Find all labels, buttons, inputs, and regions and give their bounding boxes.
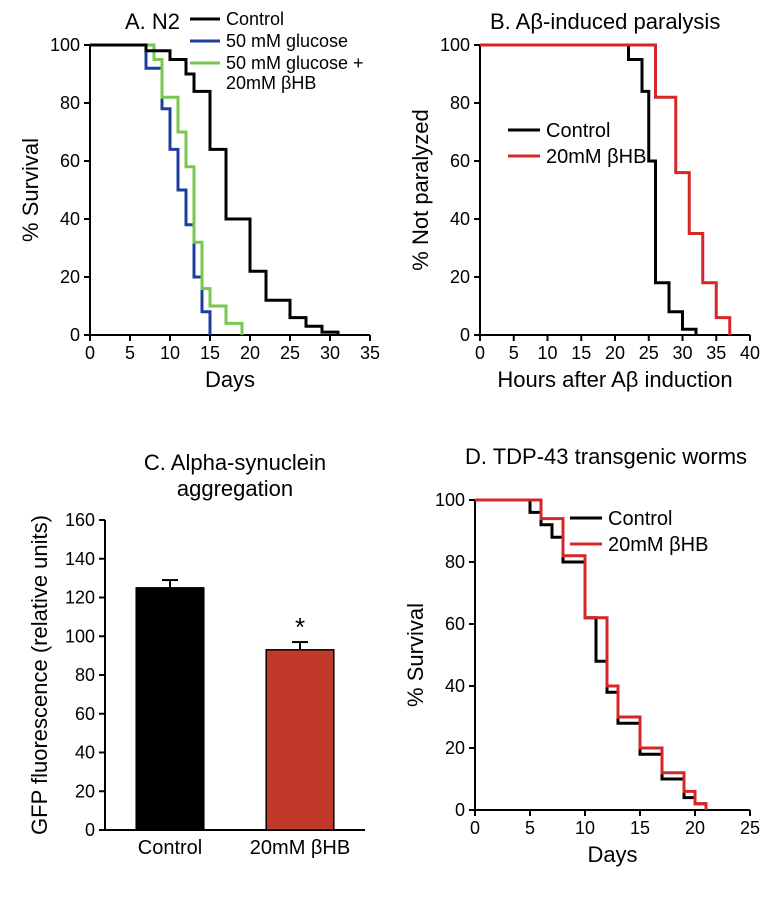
svg-text:160: 160 [65,510,95,530]
panel-a: A. N2 0 20 40 60 80 100 0 5 10 15 20 25 30 35 Days % Sur… [10,5,410,405]
panel-c: C. Alpha-synucleinaggregation 0 20 40 60 80 10… [10,440,400,890]
svg-text:20: 20 [605,343,625,363]
svg-text:0: 0 [475,343,485,363]
svg-text:20: 20 [240,343,260,363]
legend-glucose-bhb-2: 20mM βHB [226,73,316,93]
svg-text:100: 100 [50,35,80,55]
svg-text:40: 40 [450,209,470,229]
legend-item-0: Control [546,120,610,142]
svg-text:5: 5 [509,343,519,363]
svg-text:35: 35 [360,343,380,363]
legend-item-0: Control [608,508,672,530]
svg-text:Hours after Aβ induction: Hours after Aβ induction [497,367,732,392]
svg-text:30: 30 [672,343,692,363]
series-glucose_bhb [90,45,242,335]
svg-text:60: 60 [75,704,95,724]
svg-text:% Survival: % Survival [18,138,43,242]
svg-text:25: 25 [280,343,300,363]
svg-text:GFP fluorescence (relative uni: GFP fluorescence (relative units) [27,515,52,835]
svg-text:35: 35 [706,343,726,363]
series-control [480,45,696,335]
svg-text:0: 0 [85,343,95,363]
svg-text:5: 5 [125,343,135,363]
svg-text:10: 10 [160,343,180,363]
panel-d-title: D. TDP-43 transgenic worms [465,444,747,469]
svg-text:25: 25 [740,818,760,838]
svg-text:100: 100 [440,35,470,55]
panel-a-title: A. N2 [125,9,180,34]
svg-text:60: 60 [450,151,470,171]
svg-text:80: 80 [445,552,465,572]
panel-b: B. Aβ-induced paralysis 0 20 40 60 80 100 0 5 10 1… [410,5,770,405]
svg-text:100: 100 [435,490,465,510]
svg-text:Days: Days [587,842,637,867]
svg-text:40: 40 [75,743,95,763]
svg-text:25: 25 [639,343,659,363]
svg-text:140: 140 [65,549,95,569]
svg-text:% Not paralyzed: % Not paralyzed [410,109,433,270]
svg-text:80: 80 [75,665,95,685]
svg-text:0: 0 [460,325,470,345]
panel-c-title-2: aggregation [177,476,293,501]
svg-text:40: 40 [740,343,760,363]
svg-text:% Survival: % Survival [403,603,428,707]
legend-item-1: 20mM βHB [546,146,646,168]
bar-label-1: 20mM βHB [250,837,350,859]
svg-text:40: 40 [60,209,80,229]
svg-text:0: 0 [455,800,465,820]
svg-text:30: 30 [320,343,340,363]
svg-text:5: 5 [525,818,535,838]
svg-text:60: 60 [445,614,465,634]
bar-0 [136,588,204,830]
svg-text:20: 20 [75,781,95,801]
svg-text:20: 20 [685,818,705,838]
svg-text:60: 60 [60,151,80,171]
panel-b-title: B. Aβ-induced paralysis [490,9,720,34]
legend-control: Control [226,9,284,29]
panel-c-title-1: C. Alpha-synuclein [144,450,326,475]
svg-text:20: 20 [445,738,465,758]
panel-d: D. TDP-43 transgenic worms 0 20 40 60 80 100 0 5… [400,440,770,890]
legend-glucose-bhb-1: 50 mM glucose + [226,53,364,73]
significance-marker: * [295,612,305,642]
series-bhb [480,45,730,335]
svg-text:20: 20 [450,267,470,287]
svg-text:0: 0 [85,820,95,840]
svg-text:80: 80 [450,93,470,113]
svg-text:0: 0 [470,818,480,838]
svg-text:Days: Days [205,367,255,392]
svg-text:15: 15 [571,343,591,363]
svg-text:120: 120 [65,588,95,608]
svg-text:0: 0 [70,325,80,345]
svg-text:10: 10 [537,343,557,363]
legend-item-1: 20mM βHB [608,534,708,556]
series-glucose [90,45,210,335]
svg-text:80: 80 [60,93,80,113]
svg-text:100: 100 [65,626,95,646]
bar-1 [266,650,334,830]
svg-text:20: 20 [60,267,80,287]
svg-text:10: 10 [575,818,595,838]
svg-text:15: 15 [630,818,650,838]
legend-glucose: 50 mM glucose [226,31,348,51]
svg-text:15: 15 [200,343,220,363]
bar-label-0: Control [138,837,202,859]
figure: A. N202040608010005101520253035Days% Sur… [0,0,771,899]
svg-text:40: 40 [445,676,465,696]
